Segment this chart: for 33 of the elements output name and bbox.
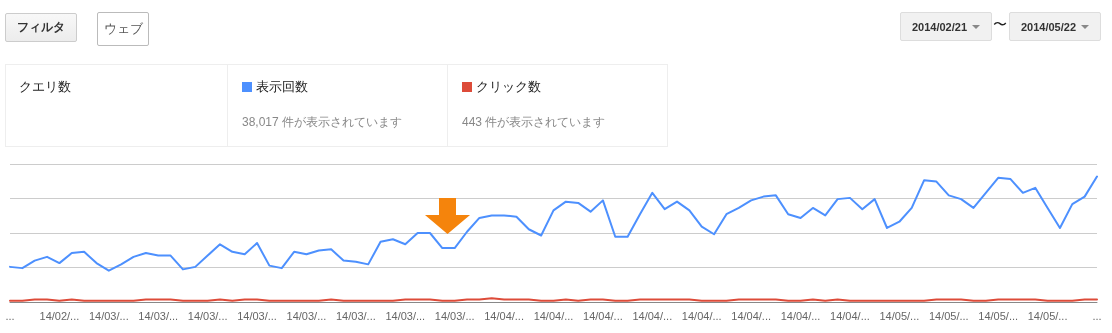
text: 38,017 件が表示されています bbox=[242, 114, 404, 131]
x-tick-label: 14/04/... bbox=[780, 309, 821, 322]
x-tick-label: 14/04/... bbox=[681, 309, 722, 322]
text: フィルタ bbox=[5, 13, 77, 42]
x-tick-label: 14/03/... bbox=[88, 309, 129, 322]
x-tick-label: 14/03/... bbox=[138, 309, 179, 322]
x-tick-label: 14/03/... bbox=[237, 309, 277, 322]
x-tick-label: 14/02/... bbox=[39, 309, 80, 322]
x-tick-label: 14/04/... bbox=[830, 309, 870, 322]
x-tick-label: 14/03/... bbox=[385, 309, 426, 322]
x-tick-label: 14/04/... bbox=[533, 309, 574, 322]
text: 〜 bbox=[992, 15, 1008, 34]
x-tick-label: 14/04/... bbox=[583, 309, 623, 322]
text: クエリ数 bbox=[18, 78, 72, 96]
x-tick-label: 14/03/... bbox=[187, 309, 228, 322]
x-tick-label: 14/05/... bbox=[879, 309, 920, 322]
x-tick-label: 14/05/... bbox=[1027, 309, 1068, 322]
x-tick-label: 14/03/... bbox=[286, 309, 327, 322]
text: 443 件が表示されています bbox=[462, 114, 607, 131]
text: 2014/02/21 bbox=[911, 20, 968, 33]
x-tick-label: ... bbox=[5, 309, 15, 322]
x-tick-label: 14/05/... bbox=[928, 309, 969, 322]
legend-label: クリック数 bbox=[476, 78, 541, 96]
legend-label: 表示回数 bbox=[256, 78, 308, 96]
x-tick-label: 14/04/... bbox=[484, 309, 524, 322]
x-tick-label: 14/04/... bbox=[632, 309, 673, 322]
x-tick-label: 14/05/... bbox=[978, 309, 1019, 322]
x-tick-label: 14/03/... bbox=[335, 309, 376, 322]
text: 2014/05/22 bbox=[1020, 20, 1077, 33]
x-tick-label: ... bbox=[1092, 309, 1102, 322]
x-tick-label: 14/04/... bbox=[731, 309, 772, 322]
text: ウェブ bbox=[97, 12, 149, 46]
x-tick-label: 14/03/... bbox=[434, 309, 475, 322]
